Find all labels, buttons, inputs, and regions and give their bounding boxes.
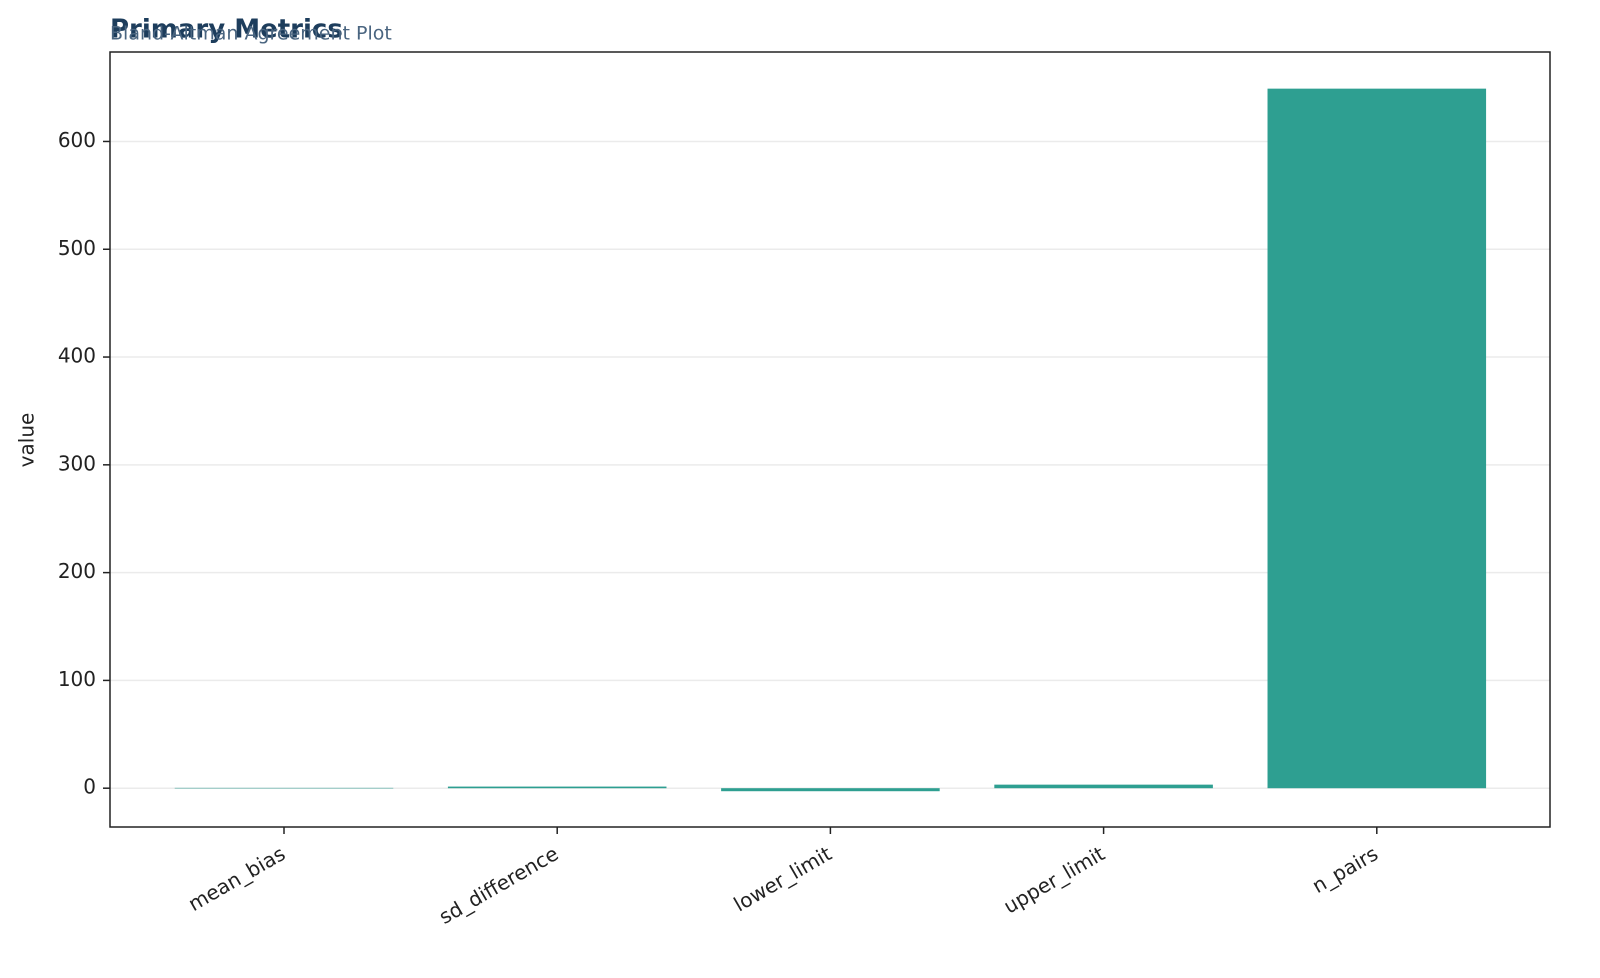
bar	[721, 788, 940, 792]
x-tick-label: mean_bias	[184, 841, 289, 916]
chart-subtitle: Bland-Altman Agreement Plot	[110, 23, 392, 45]
y-tick-label: 0	[83, 775, 96, 799]
x-tick-label: n_pairs	[1308, 841, 1382, 898]
y-tick-label: 300	[58, 451, 96, 475]
x-tick-label: upper_limit	[999, 841, 1109, 918]
x-tick-label: lower_limit	[730, 841, 836, 916]
bar	[174, 787, 394, 789]
bar	[447, 786, 667, 789]
bar	[1267, 88, 1487, 789]
y-tick-label: 100	[58, 667, 96, 691]
y-tick-label: 400	[58, 344, 96, 368]
y-axis-label: value	[15, 413, 39, 468]
plot-frame	[109, 51, 1551, 828]
y-tick-label: 500	[58, 236, 96, 260]
y-tick-label: 600	[58, 128, 96, 152]
chart-title: Primary Metrics	[110, 15, 343, 45]
x-tick-label: sd_difference	[435, 841, 563, 929]
bar	[994, 784, 1213, 789]
y-tick-label: 200	[58, 559, 96, 583]
